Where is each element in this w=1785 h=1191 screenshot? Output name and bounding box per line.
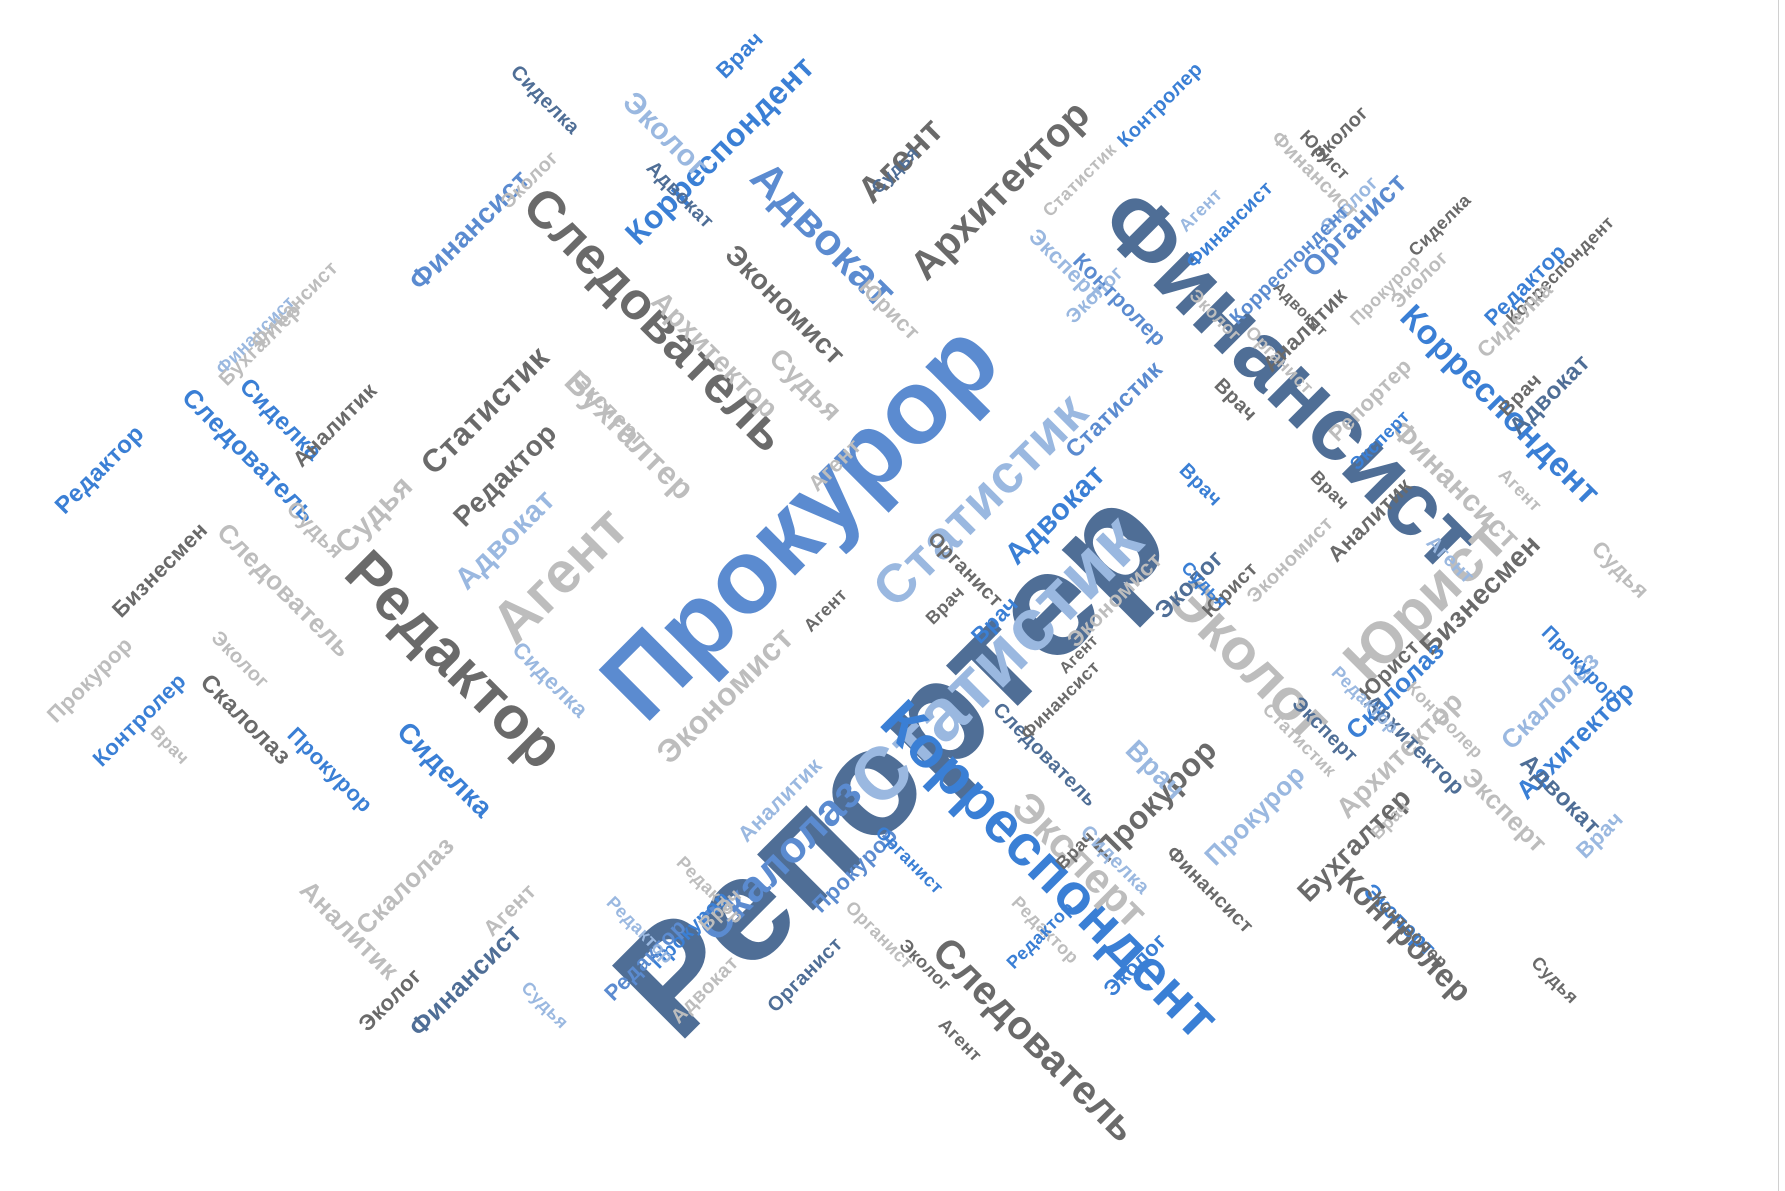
cloud-word: Судья (1527, 952, 1583, 1008)
cloud-word: Врач (711, 26, 769, 84)
cloud-word: Бизнесмен (106, 516, 213, 623)
cloud-word: Скалолаз (194, 668, 297, 771)
cloud-word: Экономист (1242, 512, 1338, 608)
cloud-word: Скалолаз (349, 829, 461, 941)
cloud-word: Агент (934, 1014, 986, 1066)
cloud-word: Контролер (1113, 58, 1207, 152)
cloud-word: Финансист (247, 257, 343, 353)
cloud-word: Органист (842, 897, 918, 973)
cloud-word: Врач (1174, 459, 1226, 511)
cloud-word: Прокурор (41, 631, 138, 728)
cloud-word: Судья (517, 977, 573, 1033)
cloud-word: Сиделка (506, 61, 584, 139)
cloud-word: Редактор (49, 419, 150, 520)
cloud-word: Прокурор (282, 721, 379, 818)
cloud-word: Прокурор (1198, 758, 1312, 872)
right-border (1778, 0, 1779, 1191)
cloud-word: Врач (146, 721, 194, 769)
cloud-word: Судья (1586, 535, 1655, 604)
